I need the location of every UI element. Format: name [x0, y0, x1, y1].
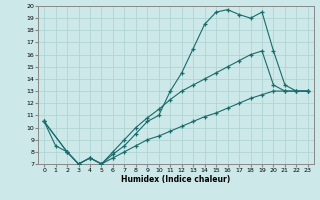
X-axis label: Humidex (Indice chaleur): Humidex (Indice chaleur) — [121, 175, 231, 184]
